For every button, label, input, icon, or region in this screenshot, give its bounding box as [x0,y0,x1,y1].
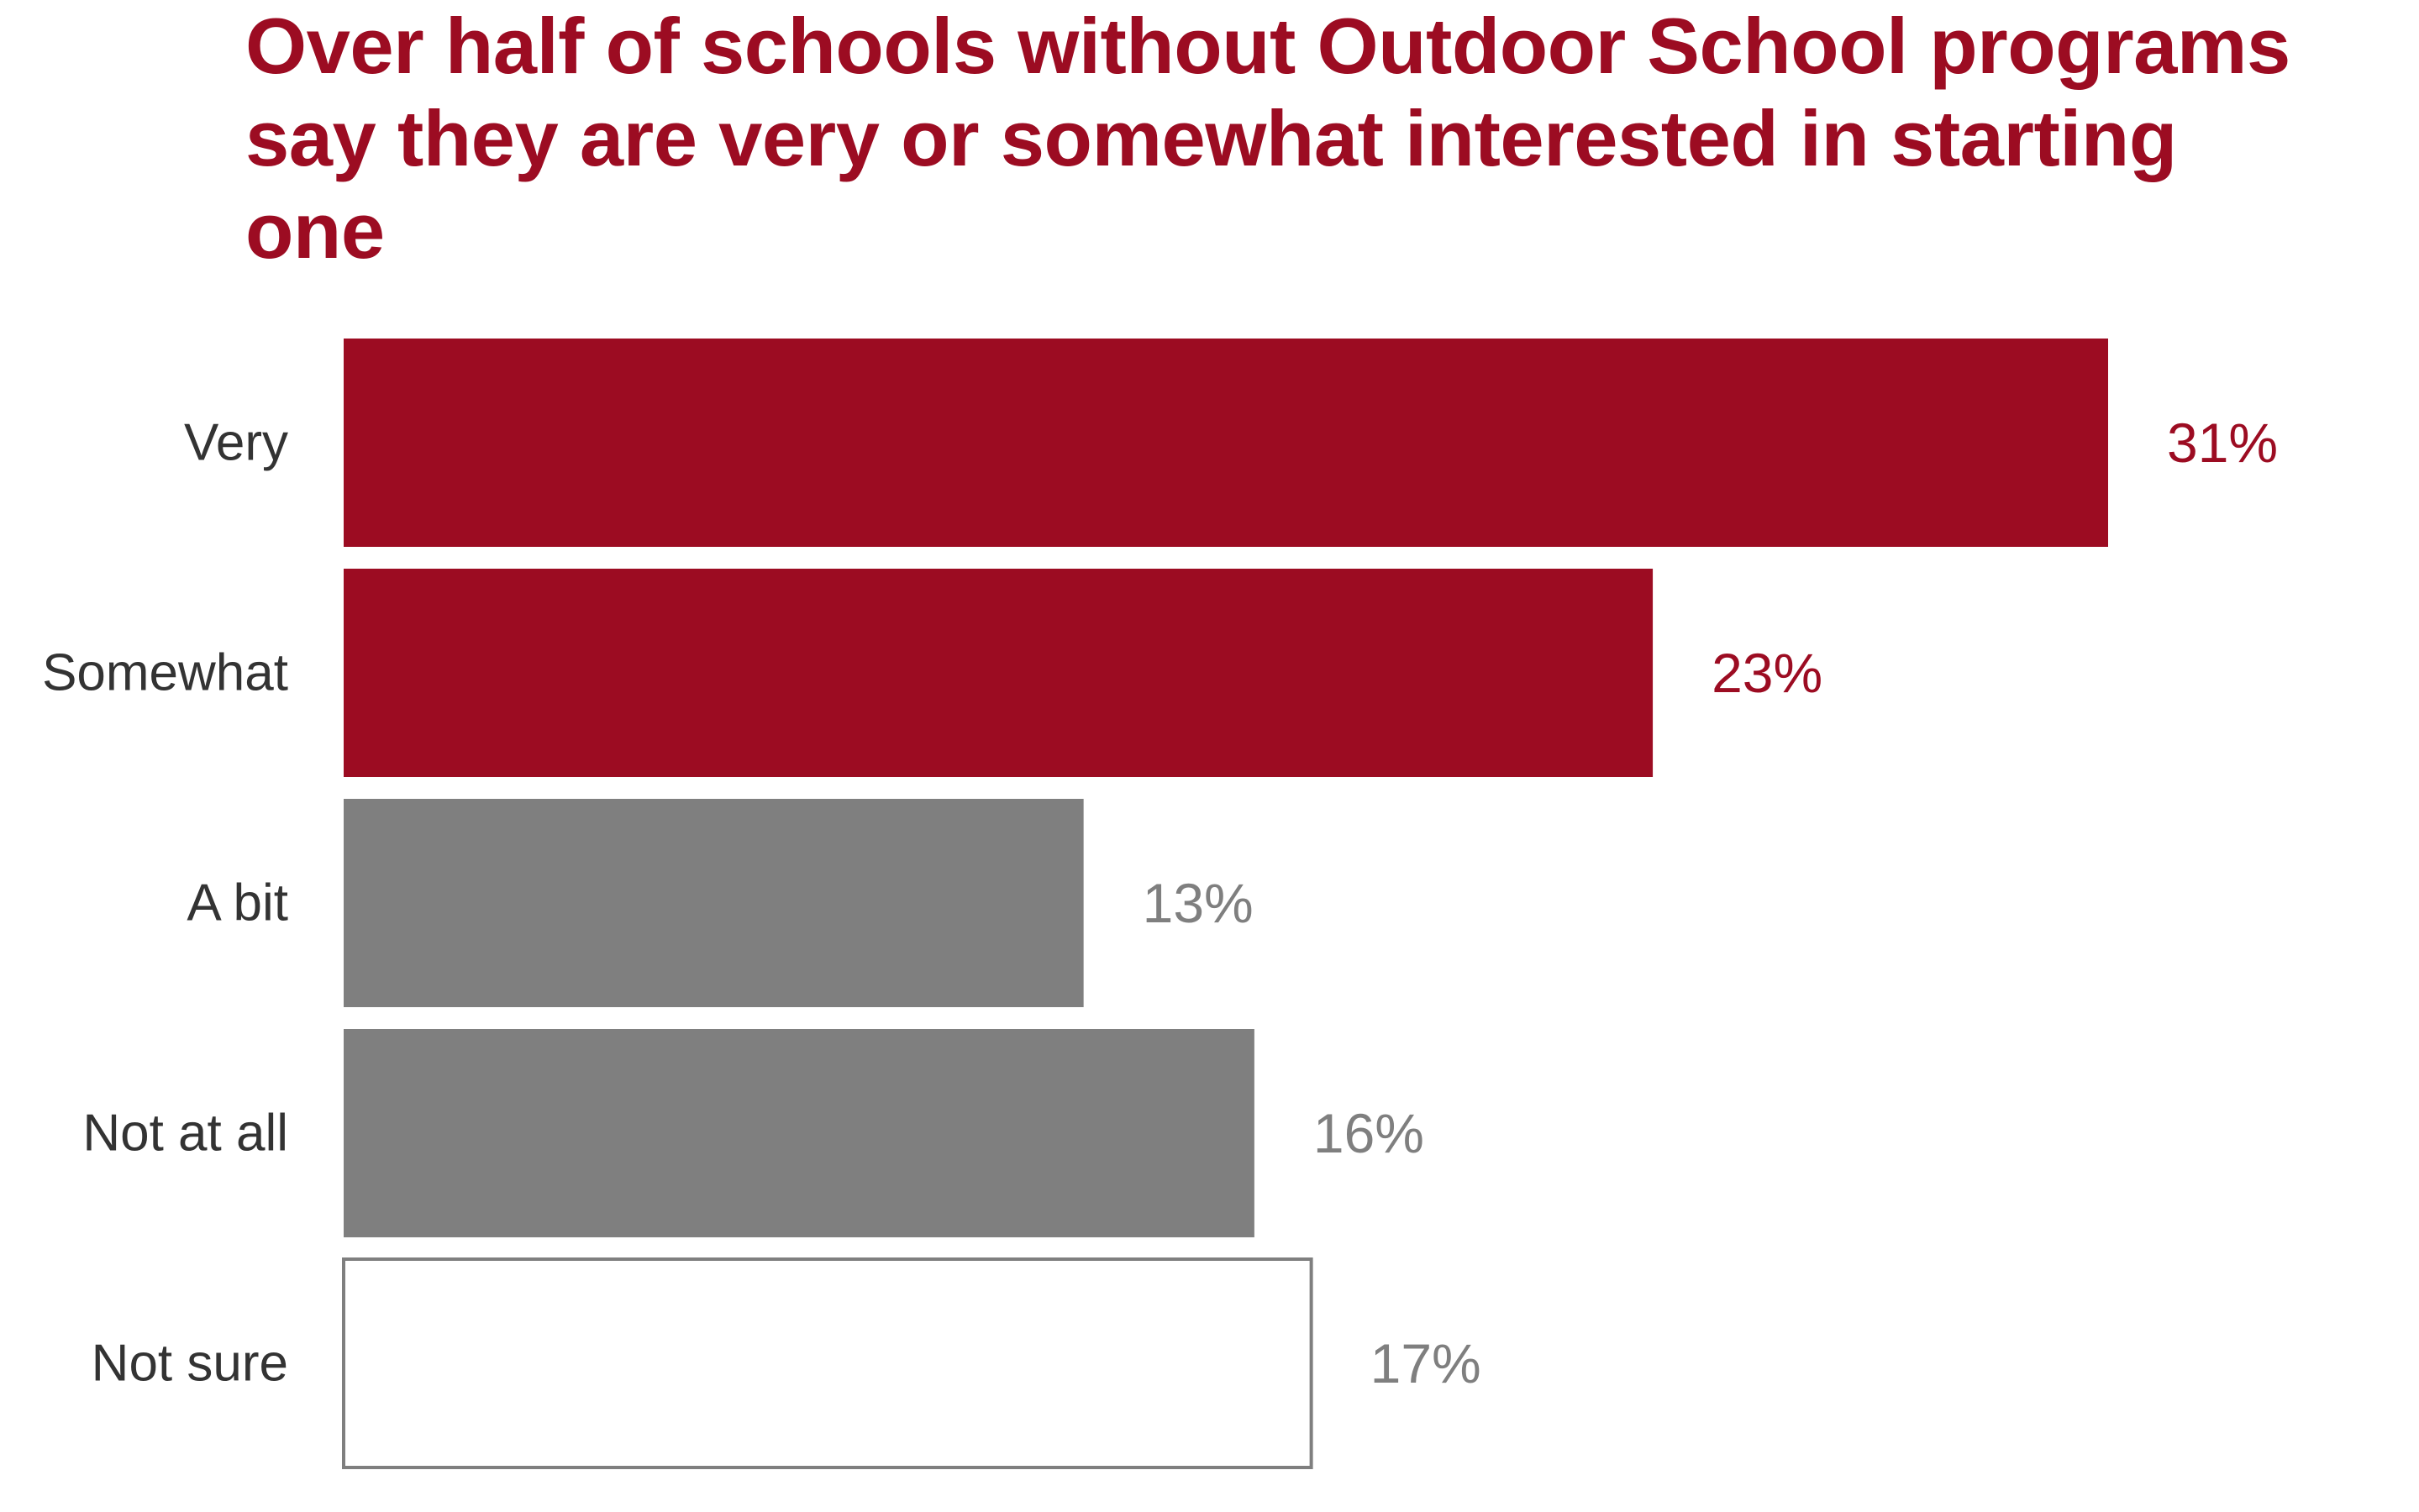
value-label-not-sure: 17% [1370,1332,1481,1394]
value-label-not-at-all: 16% [1313,1102,1424,1164]
value-labels-group: 31% 23% 13% 16% 17% [1143,412,2278,1394]
category-label-not-at-all: Not at all [82,1105,288,1163]
value-label-somewhat: 23% [1712,642,1822,704]
category-label-a-bit: A bit [187,874,288,932]
bar-not-at-all [344,1029,1254,1237]
bar-somewhat [344,569,1654,777]
value-label-a-bit: 13% [1143,872,1254,934]
chart-title: Over half of schools without Outdoor Sch… [245,2,2290,275]
bars-group [342,339,2108,1469]
value-label-very: 31% [2167,412,2278,474]
category-label-very: Very [184,414,288,472]
category-label-not-sure: Not sure [92,1335,288,1393]
bar-a-bit [344,799,1084,1007]
category-labels-group: Very Somewhat A bit Not at all Not sure [42,414,288,1393]
bar-very [344,339,2108,547]
category-label-somewhat: Somewhat [42,644,288,702]
bar-not-sure [342,1257,1313,1469]
